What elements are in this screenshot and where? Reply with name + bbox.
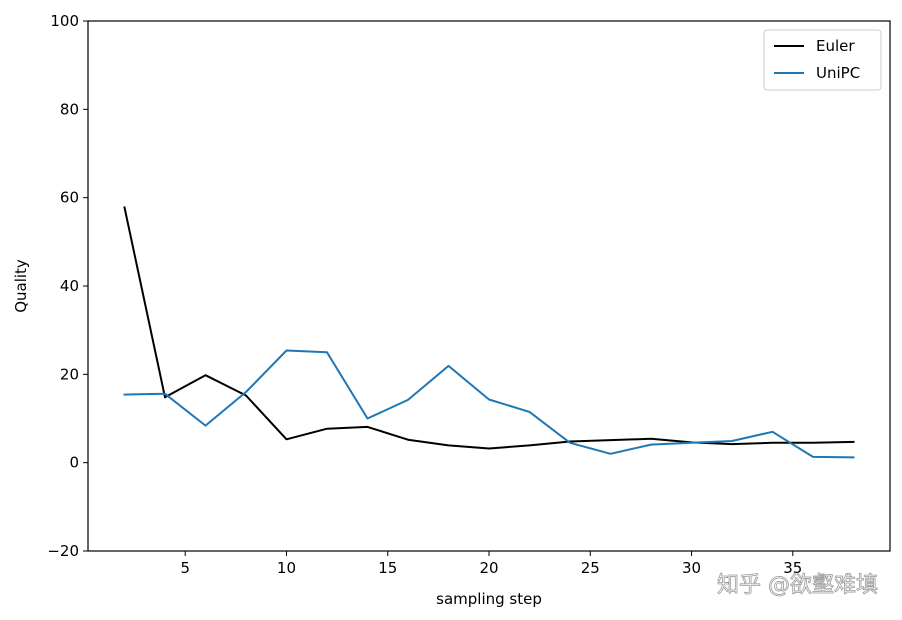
series-layer	[123, 206, 855, 459]
y-tick-label: 60	[60, 189, 79, 207]
watermark-text: 知乎 @欲壑难填	[717, 573, 878, 598]
x-tick-label: 10	[277, 559, 296, 577]
x-tick-label: 30	[682, 559, 701, 577]
y-tick-label: 80	[60, 100, 79, 118]
series-line-euler	[123, 206, 855, 450]
legend-label: UniPC	[816, 64, 860, 82]
plot-area	[87, 20, 891, 552]
y-tick-label: 100	[50, 12, 79, 30]
plot-frame	[87, 20, 891, 552]
y-tick-label: 20	[60, 365, 79, 383]
y-tick-label: 0	[69, 454, 79, 472]
x-tick-label: 35	[783, 559, 802, 577]
legend-label: Euler	[816, 37, 855, 55]
y-tick-label: −20	[47, 542, 79, 560]
y-tick-label: 40	[60, 277, 79, 295]
x-tick-label: 15	[378, 559, 397, 577]
legend: Euler UniPC	[763, 29, 882, 91]
y-axis-ticks: −20 0 20 40 60 80 100	[47, 12, 88, 560]
x-tick-label: 5	[180, 559, 190, 577]
x-axis-ticks: 5 10 15 20 25 30 35	[180, 551, 802, 577]
series-line-unipc	[123, 349, 855, 459]
x-axis-label: sampling step	[436, 590, 542, 608]
y-axis-label: Quality	[12, 259, 30, 313]
x-tick-label: 20	[479, 559, 498, 577]
x-tick-label: 25	[581, 559, 600, 577]
